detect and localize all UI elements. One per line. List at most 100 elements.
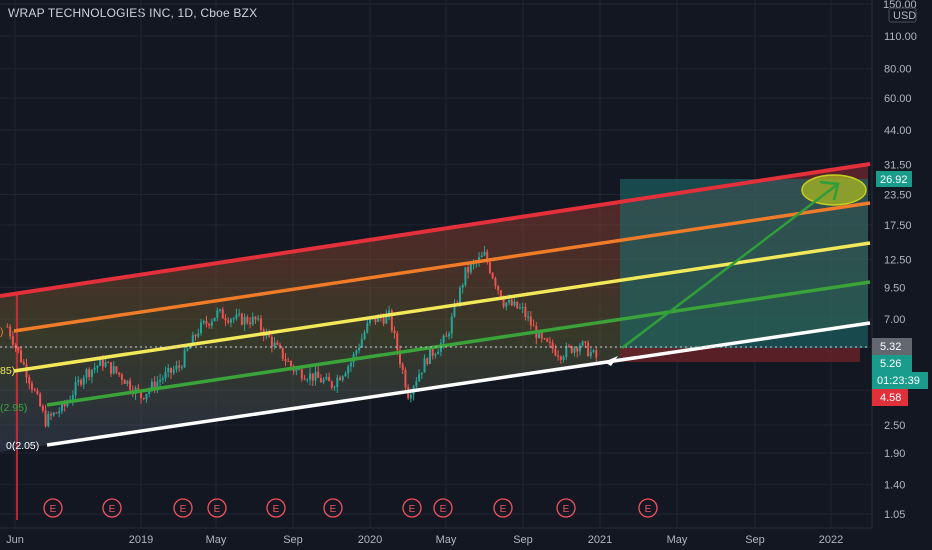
candle-body (404, 370, 407, 388)
candle-body (36, 390, 39, 394)
candle-body (110, 362, 113, 374)
candle-body (227, 320, 230, 323)
candle-body (513, 301, 516, 306)
candle-body (538, 331, 541, 339)
candle-body (85, 369, 88, 378)
candle-body (118, 372, 121, 375)
candle-body (289, 361, 292, 367)
earnings-marker[interactable] (433, 498, 453, 518)
candle-body (270, 337, 273, 347)
candle-body (257, 318, 260, 320)
candle-body (238, 313, 241, 315)
currency-box[interactable] (888, 7, 917, 23)
candle-body (213, 317, 216, 322)
earnings-marker[interactable] (43, 498, 63, 518)
candle-body (341, 376, 344, 381)
entry-badge: 5.26 (880, 358, 901, 370)
candle-body (442, 335, 445, 344)
candle-body (543, 338, 546, 340)
x-tick-label: 2019 (129, 534, 153, 546)
candle-body (156, 381, 159, 389)
candle-body (148, 389, 151, 394)
earnings-marker[interactable] (556, 498, 576, 518)
candle-body (153, 381, 156, 389)
candle-body (508, 299, 511, 303)
candle-body (464, 267, 467, 286)
time-axis-ticks: Jun 2019 May Sep 2020 May Sep 2021 May Sep 2022 (6, 534, 843, 546)
target-badge: 26.92 (880, 174, 908, 186)
y-tick-label: 31.50 (884, 159, 912, 171)
candle-body (194, 334, 197, 337)
candle-body (210, 321, 213, 326)
candle-body (516, 301, 519, 309)
candle-body (88, 369, 91, 377)
earnings-marker[interactable] (102, 498, 122, 518)
candle-body (448, 333, 451, 337)
candle-body (240, 313, 243, 325)
candle-body (521, 307, 524, 309)
candle-body (548, 341, 551, 343)
candle-body (175, 365, 178, 370)
earnings-marker[interactable] (402, 498, 422, 518)
candle-body (388, 310, 391, 315)
earnings-marker[interactable] (266, 498, 286, 518)
candle-body (374, 316, 377, 322)
x-tick-label: Jun (6, 534, 24, 546)
candle-body (298, 369, 301, 371)
candle-body (431, 349, 434, 356)
time-axis-bg (0, 528, 872, 550)
candle-body (559, 356, 562, 360)
earnings-marker[interactable] (323, 498, 343, 518)
candle-body (11, 336, 14, 345)
earnings-marker[interactable] (207, 498, 227, 518)
candle-body (540, 331, 543, 339)
earnings-marker-label: E (645, 504, 652, 515)
channel-line-bottom (46, 321, 871, 447)
candle-body (161, 378, 164, 380)
earnings-marker-label: E (563, 504, 570, 515)
earnings-marker[interactable] (493, 498, 513, 518)
candle-body (235, 314, 238, 319)
candle-body (197, 333, 200, 337)
candle-body (546, 338, 549, 342)
x-tick-label: May (436, 534, 457, 546)
candle-body (183, 350, 186, 368)
candle-body (488, 262, 491, 273)
candle-body (22, 362, 25, 365)
candle-body (77, 380, 80, 383)
candle-body (486, 251, 489, 263)
candle-body (137, 387, 140, 391)
candle-body (336, 377, 339, 387)
candle-body (401, 364, 404, 371)
price-axis-bg (872, 0, 932, 528)
candle-body (221, 309, 224, 319)
candle-body (554, 348, 557, 356)
earnings-marker[interactable] (638, 498, 658, 518)
earnings-marker[interactable] (173, 498, 193, 518)
candle-body (418, 374, 421, 382)
candle-body (396, 333, 399, 351)
candle-body (319, 377, 322, 383)
candle-body (80, 380, 83, 385)
candle-body (434, 354, 437, 356)
candle-body (63, 402, 66, 407)
channel-line-orange (13, 201, 871, 333)
earnings-marker-label: E (109, 504, 116, 515)
candle-body (589, 352, 592, 357)
candle-body (565, 345, 568, 357)
candle-body (172, 369, 175, 373)
candle-body (254, 316, 257, 320)
level-label-green: (2.95) (0, 402, 27, 414)
candle-body (47, 414, 50, 427)
earnings-marker-label: E (440, 504, 447, 515)
candle-body (295, 369, 298, 372)
candle-body (415, 381, 418, 387)
candle-body (584, 341, 587, 343)
candle-body (287, 360, 290, 362)
candle-body (284, 358, 287, 361)
candle-body (216, 310, 219, 318)
countdown-badge: 01:23:39 (877, 375, 920, 387)
y-tick-label: 44.00 (884, 125, 912, 137)
